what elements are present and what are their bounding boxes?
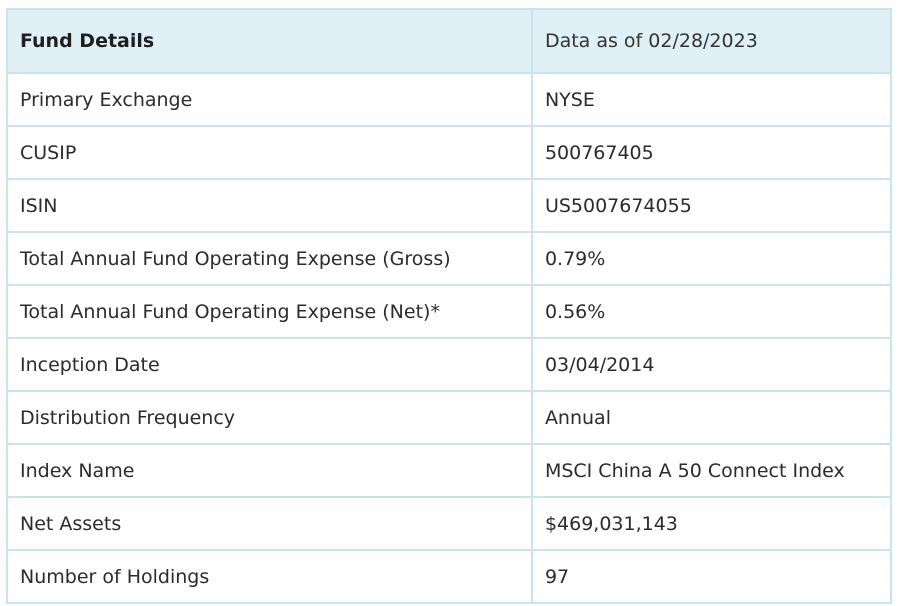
table-row: ISIN US5007674055 — [6, 178, 893, 233]
row-value: NYSE — [530, 72, 893, 127]
row-label: Net Assets — [6, 496, 533, 551]
row-label: Number of Holdings — [6, 549, 533, 604]
row-label: CUSIP — [6, 125, 533, 180]
data-as-of-date: Data as of 02/28/2023 — [530, 8, 893, 74]
row-value: US5007674055 — [530, 178, 893, 233]
table-row: Distribution Frequency Annual — [6, 390, 893, 445]
row-label: Total Annual Fund Operating Expense (Gro… — [6, 231, 533, 286]
row-label: Index Name — [6, 443, 533, 498]
row-value: 0.56% — [530, 284, 893, 339]
row-value: Annual — [530, 390, 893, 445]
row-value: 500767405 — [530, 125, 893, 180]
table-row: CUSIP 500767405 — [6, 125, 893, 180]
row-label: Distribution Frequency — [6, 390, 533, 445]
table-row: Total Annual Fund Operating Expense (Gro… — [6, 231, 893, 286]
row-value: 03/04/2014 — [530, 337, 893, 392]
table-row: Total Annual Fund Operating Expense (Net… — [6, 284, 893, 339]
fund-details-title: Fund Details — [6, 8, 533, 74]
table-row: Primary Exchange NYSE — [6, 72, 893, 127]
table-row: Net Assets $469,031,143 — [6, 496, 893, 551]
row-value: MSCI China A 50 Connect Index — [530, 443, 893, 498]
table-header-row: Fund Details Data as of 02/28/2023 — [6, 8, 893, 74]
table-row: Number of Holdings 97 — [6, 549, 893, 604]
row-value: $469,031,143 — [530, 496, 893, 551]
fund-details-table: Fund Details Data as of 02/28/2023 Prima… — [6, 8, 893, 604]
row-label: Inception Date — [6, 337, 533, 392]
row-label: Total Annual Fund Operating Expense (Net… — [6, 284, 533, 339]
table-row: Index Name MSCI China A 50 Connect Index — [6, 443, 893, 498]
row-label: Primary Exchange — [6, 72, 533, 127]
table-row: Inception Date 03/04/2014 — [6, 337, 893, 392]
row-value: 97 — [530, 549, 893, 604]
row-value: 0.79% — [530, 231, 893, 286]
row-label: ISIN — [6, 178, 533, 233]
